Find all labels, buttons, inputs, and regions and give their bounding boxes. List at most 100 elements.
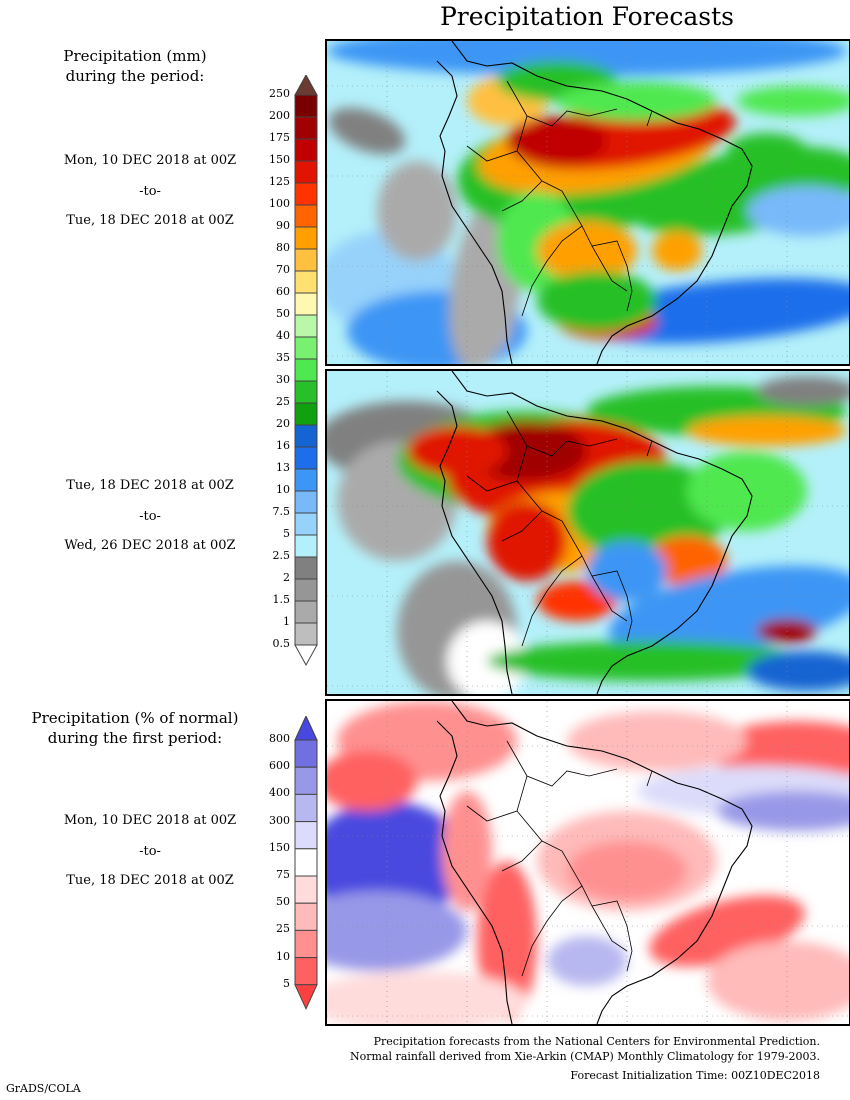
precip-region xyxy=(747,186,849,236)
percent-colorbar-swatch xyxy=(294,766,318,795)
precip-colorbar-tick-label: 80 xyxy=(276,241,290,254)
precip-region xyxy=(327,41,847,76)
precip-region xyxy=(507,116,607,166)
map-panel-period1 xyxy=(325,39,850,366)
precip-colorbar-swatch xyxy=(294,402,318,426)
precip-colorbar-tick-label: 60 xyxy=(276,285,290,298)
precip-region xyxy=(537,581,617,621)
precip-colorbar-tick-label: 100 xyxy=(269,197,290,210)
grid-lines xyxy=(327,371,849,694)
precip-region xyxy=(537,271,657,331)
precip-colorbar-tick-label: 125 xyxy=(269,175,290,188)
precip-region xyxy=(652,231,702,271)
precip-region xyxy=(547,936,627,986)
percent-colorbar-swatch xyxy=(294,902,318,931)
period3-from: Mon, 10 DEC 2018 at 00Z xyxy=(63,813,237,828)
percent-colorbar-tick-label: 5 xyxy=(283,976,290,990)
precip-colorbar-tick-label: 35 xyxy=(276,351,290,364)
percent-colorbar-tick-label: 600 xyxy=(269,759,290,773)
percent-heading-line1: Precipitation (% of normal) xyxy=(31,709,239,727)
precip-colorbar-tick-label: 1.5 xyxy=(272,593,291,606)
percent-colorbar-tick-label: 75 xyxy=(276,868,290,881)
precip-colorbar-swatch xyxy=(294,600,318,624)
map-panel-period2 xyxy=(325,369,850,696)
precip-colorbar-tick-label: 20 xyxy=(276,417,290,430)
precip-field xyxy=(327,376,849,694)
country-borders xyxy=(466,740,653,977)
precip-colorbar-swatch xyxy=(294,204,318,228)
precip-colorbar-tick-label: 2.5 xyxy=(272,549,291,562)
map-panel-percent xyxy=(325,699,850,1026)
percent-colorbar-swatch xyxy=(294,821,318,850)
precip-region xyxy=(717,791,849,831)
precip-colorbar-tick-label: 150 xyxy=(269,153,290,166)
percent-colorbar-tick-label: 150 xyxy=(269,840,290,854)
precip-colorbar-swatch xyxy=(294,116,318,140)
percent-colorbar-swatch xyxy=(294,929,318,959)
precip-colorbar-tick-label: 0.5 xyxy=(272,637,291,650)
precip-region xyxy=(447,621,527,694)
precip-colorbar-swatch xyxy=(294,512,318,536)
percent-colorbar-tick-label: 800 xyxy=(269,732,290,745)
precip-region xyxy=(707,941,849,1021)
period3-to: -to- xyxy=(139,844,161,859)
precip-region xyxy=(327,751,417,811)
precip-colorbar-tick-label: 7.5 xyxy=(272,505,291,518)
footer-line2: Normal rainfall derived from Xie-Arkin (… xyxy=(350,1050,820,1063)
precip-region xyxy=(487,501,567,581)
precip-region xyxy=(757,376,849,406)
precip-colorbar-swatch xyxy=(294,556,318,580)
percent-colorbar-tick-label: 300 xyxy=(269,813,290,827)
precip-region xyxy=(687,416,847,446)
precip-colorbar-swatch xyxy=(294,490,318,514)
precip-colorbar-swatch xyxy=(294,138,318,162)
precip-colorbar-swatch xyxy=(294,314,318,338)
precip-colorbar-tick-label: 250 xyxy=(269,87,290,100)
precip-region xyxy=(647,536,727,586)
precip-region xyxy=(687,451,807,531)
precip-colorbar-swatch xyxy=(294,292,318,316)
percent-colorbar-tick-label: 10 xyxy=(276,949,290,963)
precip-colorbar-swatch xyxy=(294,226,318,250)
precip-heading-line2: during the period: xyxy=(65,67,205,85)
period1-from: Mon, 10 DEC 2018 at 00Z xyxy=(63,153,237,168)
precip-colorbar-swatch xyxy=(294,270,318,294)
precip-region xyxy=(567,711,747,771)
period1-to: -to- xyxy=(139,184,161,199)
country-borders xyxy=(466,410,653,647)
precip-colorbar-swatch xyxy=(294,248,318,272)
precip-colorbar-tick-label: 2 xyxy=(283,571,290,584)
percent-heading-line2: during the first period: xyxy=(47,729,223,747)
percent-colorbar-swatch xyxy=(294,875,318,904)
precip-colorbar-tick-label: 50 xyxy=(276,307,290,320)
footer-line3: Forecast Initialization Time: 00Z10DEC20… xyxy=(570,1069,820,1082)
period2-from: Tue, 18 DEC 2018 at 00Z xyxy=(66,478,234,493)
precip-colorbar-swatch xyxy=(294,468,318,492)
precip-colorbar-tick-label: 175 xyxy=(269,131,290,144)
precip-region xyxy=(727,133,807,169)
precip-colorbar-tick-label: 40 xyxy=(276,329,290,342)
percent-colorbar-tick-label: 25 xyxy=(276,922,290,936)
precip-region xyxy=(327,891,467,971)
precip-colorbar-tick-label: 16 xyxy=(276,439,290,452)
precip-field xyxy=(327,41,849,364)
precip-region xyxy=(328,107,406,155)
precip-region xyxy=(377,161,457,261)
precip-region xyxy=(737,86,849,116)
grid-lines xyxy=(327,701,849,1024)
period3-until: Tue, 18 DEC 2018 at 00Z xyxy=(66,873,234,888)
footer-line1: Precipitation forecasts from the Nationa… xyxy=(373,1035,820,1048)
percent-colorbar-swatch xyxy=(294,739,318,768)
precip-colorbar-tick-label: 25 xyxy=(276,395,290,408)
precip-heading-line1: Precipitation (mm) xyxy=(63,47,207,65)
precip-colorbar-tick-label: 10 xyxy=(276,483,290,496)
precip-colorbar-swatch xyxy=(294,358,318,382)
percent-colorbar-swatch xyxy=(294,957,318,986)
credit: GrADS/COLA xyxy=(6,1082,81,1095)
precip-colorbar-swatch xyxy=(294,424,318,448)
coastline xyxy=(436,371,753,694)
precip-region xyxy=(747,651,849,691)
period1-until: Tue, 18 DEC 2018 at 00Z xyxy=(66,213,234,228)
precip-colorbar-swatch xyxy=(294,160,318,184)
page-title: Precipitation Forecasts xyxy=(439,2,735,31)
